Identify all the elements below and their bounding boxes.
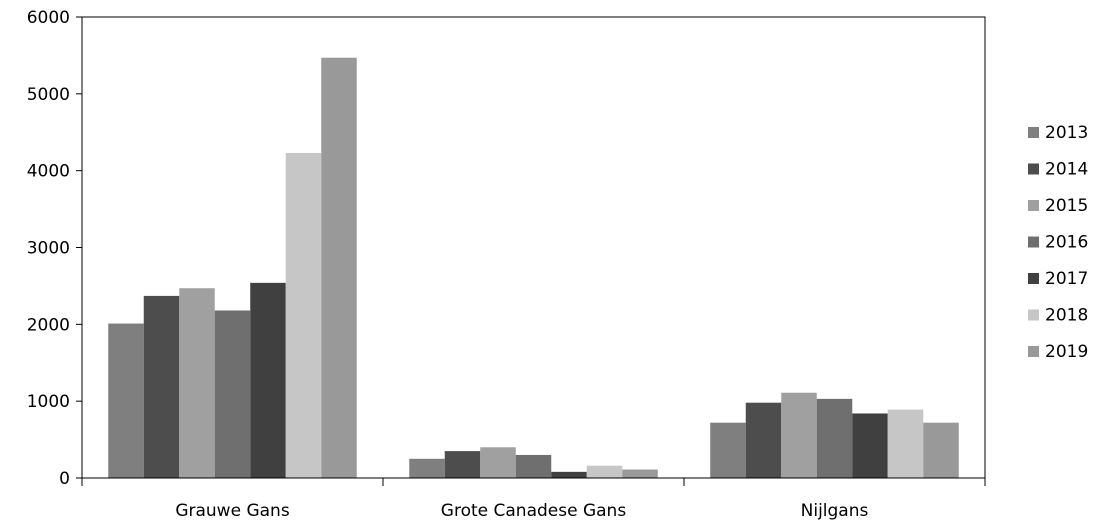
bar-2014-1 [143, 295, 180, 478]
y-tick-label: 2000 [27, 315, 70, 335]
x-category-label: Grauwe Gans [175, 501, 289, 521]
bar-2019-3 [923, 422, 959, 478]
bars [108, 57, 959, 478]
bar-2013-1 [108, 323, 144, 478]
bar-2018-3 [887, 409, 924, 478]
y-tick-label: 3000 [27, 239, 70, 259]
bar-2016-1 [214, 310, 251, 478]
bar-2018-1 [285, 152, 322, 478]
bar-2019-1 [321, 57, 357, 478]
legend-label: 2016 [1045, 233, 1088, 253]
bar-2015-3 [781, 392, 817, 478]
y-axis: 0 1000 2000 3000 4000 5000 6000 [27, 8, 82, 489]
bar-2016-2 [515, 454, 552, 478]
legend-swatch-2017 [1028, 273, 1039, 284]
bar-2014-2 [444, 451, 481, 478]
legend-label: 2019 [1045, 342, 1088, 362]
bar-2013-3 [710, 422, 746, 478]
y-tick-label: 0 [59, 469, 70, 489]
y-tick-label: 1000 [27, 392, 70, 412]
legend-swatch-2014 [1028, 163, 1039, 175]
legend-label: 2013 [1045, 123, 1088, 143]
bar-2019-2 [622, 469, 658, 478]
x-category-label: Nijlgans [801, 501, 869, 521]
bar-2017-1 [250, 282, 286, 478]
legend-swatch-2013 [1028, 127, 1039, 138]
bar-2014-3 [745, 402, 782, 478]
bar-2017-3 [852, 413, 888, 478]
legend-swatch-2016 [1028, 236, 1039, 248]
x-axis: Grauwe Gans Grote Canadese Gans Nijlgans [81, 477, 986, 521]
legend-swatch-2019 [1028, 346, 1039, 357]
legend-swatch-2018 [1028, 309, 1039, 321]
bar-2015-2 [480, 447, 516, 478]
legend-label: 2014 [1045, 160, 1088, 180]
legend-swatch-2015 [1028, 200, 1039, 211]
bar-2018-2 [586, 465, 623, 478]
legend-label: 2018 [1045, 306, 1088, 326]
x-category-label: Grote Canadese Gans [441, 501, 627, 521]
bar-2015-1 [179, 288, 215, 478]
legend-label: 2015 [1045, 196, 1088, 216]
legend: 2013 2014 2015 2016 2017 2018 2019 [1028, 123, 1088, 362]
bar-2017-2 [551, 471, 587, 478]
y-tick-label: 6000 [27, 8, 70, 28]
bar-2016-3 [816, 398, 853, 478]
legend-label: 2017 [1045, 269, 1088, 289]
y-tick-label: 4000 [27, 162, 70, 182]
y-tick-label: 5000 [27, 85, 70, 105]
bar-2013-2 [409, 458, 445, 478]
